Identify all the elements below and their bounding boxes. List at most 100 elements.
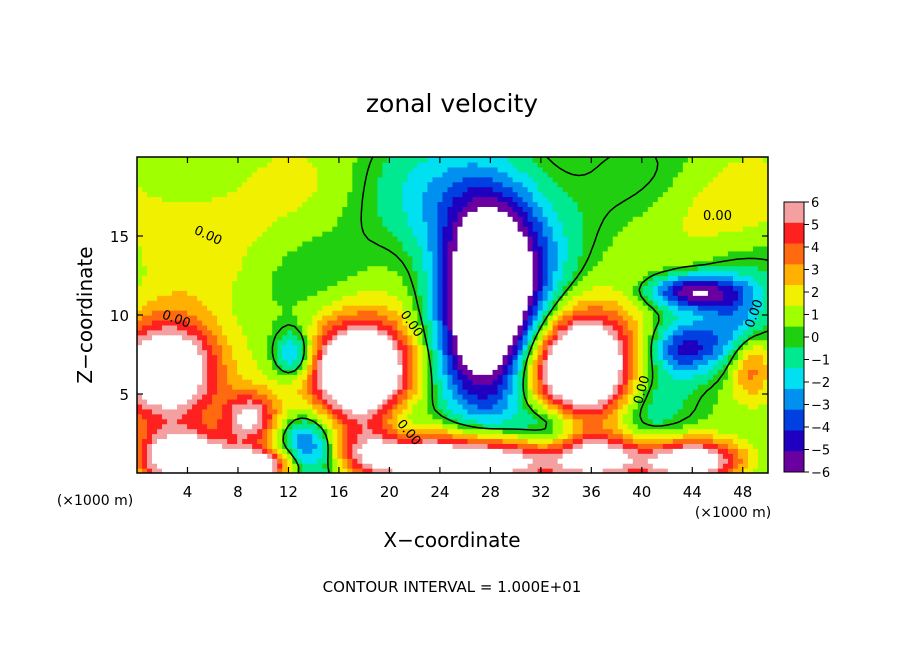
field-cell bbox=[347, 349, 353, 356]
field-cell bbox=[517, 236, 524, 242]
field-cell bbox=[232, 398, 238, 405]
field-cell bbox=[432, 458, 439, 464]
field-cell bbox=[512, 453, 519, 459]
field-cell bbox=[277, 468, 283, 473]
field-cell bbox=[197, 418, 203, 425]
field-cell bbox=[247, 206, 253, 212]
field-cell bbox=[152, 344, 158, 351]
field-cell bbox=[477, 300, 484, 306]
field-cell bbox=[327, 389, 333, 395]
field-cell bbox=[447, 438, 454, 444]
field-cell bbox=[302, 423, 308, 430]
field-cell bbox=[222, 374, 228, 380]
field-cell bbox=[477, 394, 484, 400]
field-cell bbox=[362, 413, 368, 420]
field-cell bbox=[412, 398, 419, 405]
field-cell bbox=[307, 329, 313, 336]
field-cell bbox=[482, 245, 489, 252]
field-cell bbox=[242, 438, 248, 444]
field-cell bbox=[177, 468, 183, 473]
field-cell bbox=[222, 245, 228, 252]
field-cell bbox=[367, 245, 373, 252]
field-cell bbox=[257, 315, 263, 321]
field-cell bbox=[487, 176, 494, 183]
field-cell bbox=[312, 398, 318, 405]
field-cell bbox=[322, 231, 328, 237]
field-cell bbox=[432, 369, 439, 375]
field-cell bbox=[242, 221, 248, 227]
field-cell bbox=[332, 329, 338, 336]
field-cell bbox=[402, 191, 409, 198]
field-cell bbox=[422, 226, 429, 232]
field-cell bbox=[272, 438, 278, 444]
field-cell bbox=[172, 433, 178, 440]
field-cell bbox=[422, 428, 429, 435]
field-cell bbox=[327, 433, 333, 440]
field-cell bbox=[187, 423, 193, 430]
field-cell bbox=[397, 319, 404, 326]
field-cell bbox=[242, 319, 248, 326]
field-cell bbox=[177, 369, 183, 375]
field-cell bbox=[497, 181, 504, 188]
field-cell bbox=[472, 300, 479, 306]
field-cell bbox=[467, 166, 474, 173]
field-cell bbox=[357, 231, 363, 237]
field-cell bbox=[447, 349, 454, 356]
field-cell bbox=[272, 349, 278, 356]
field-cell bbox=[212, 394, 218, 400]
field-cell bbox=[337, 428, 343, 435]
field-cell bbox=[497, 398, 504, 405]
field-cell bbox=[312, 260, 318, 267]
field-cell bbox=[227, 310, 233, 316]
field-cell bbox=[252, 176, 258, 183]
field-cell bbox=[482, 305, 489, 311]
field-cell bbox=[437, 255, 444, 262]
field-cell bbox=[422, 275, 429, 282]
field-cell bbox=[232, 196, 238, 203]
field-cell bbox=[202, 339, 208, 346]
field-cell bbox=[147, 265, 153, 272]
field-cell bbox=[507, 443, 514, 449]
field-cell bbox=[417, 245, 424, 252]
field-cell bbox=[257, 374, 263, 380]
field-cell bbox=[172, 468, 178, 473]
field-cell bbox=[152, 176, 158, 183]
field-cell bbox=[147, 171, 153, 178]
field-cell bbox=[247, 226, 253, 232]
field-cell bbox=[397, 398, 404, 405]
field-cell bbox=[372, 231, 378, 237]
field-cell bbox=[202, 359, 208, 365]
field-cell bbox=[137, 157, 143, 163]
field-cell bbox=[427, 275, 434, 282]
field-cell bbox=[192, 236, 198, 242]
field-cell bbox=[392, 463, 399, 469]
field-cell bbox=[417, 250, 424, 257]
field-cell bbox=[482, 270, 489, 277]
field-cell bbox=[297, 236, 303, 242]
field-cell bbox=[202, 181, 208, 188]
field-cell bbox=[452, 369, 459, 375]
field-cell bbox=[137, 379, 143, 385]
field-cell bbox=[282, 319, 288, 326]
field-cell bbox=[332, 423, 338, 430]
field-cell bbox=[357, 349, 363, 356]
field-cell bbox=[417, 290, 424, 296]
field-cell bbox=[297, 359, 303, 365]
field-cell bbox=[457, 398, 464, 405]
field-cell bbox=[187, 265, 193, 272]
field-cell bbox=[227, 438, 233, 444]
field-cell bbox=[452, 186, 459, 193]
field-cell bbox=[247, 290, 253, 296]
field-cell bbox=[477, 463, 484, 469]
field-cell bbox=[507, 245, 514, 252]
field-cell bbox=[147, 206, 153, 212]
field-cell bbox=[332, 171, 338, 178]
field-cell bbox=[352, 226, 358, 232]
field-cell bbox=[402, 453, 409, 459]
field-cell bbox=[312, 236, 318, 242]
field-cell bbox=[327, 260, 333, 267]
field-cell bbox=[472, 186, 479, 193]
field-cell bbox=[507, 290, 514, 296]
field-cell bbox=[477, 329, 484, 336]
field-cell bbox=[147, 364, 153, 370]
